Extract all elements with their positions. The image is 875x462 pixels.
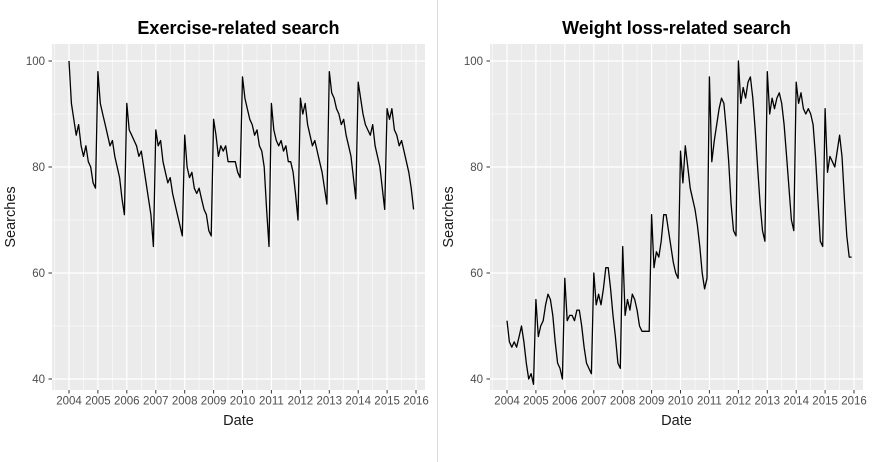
y-tick-label: 80 bbox=[32, 162, 45, 174]
x-tick-label: 2012 bbox=[288, 396, 314, 408]
plot-panel bbox=[490, 44, 863, 390]
y-tick-label: 40 bbox=[32, 374, 45, 386]
chart-title: Weight loss-related search bbox=[562, 18, 791, 38]
exercise-chart: Exercise-related search 40 60 80 100 2004 20… bbox=[0, 0, 437, 462]
x-tick-label: 2015 bbox=[374, 396, 400, 408]
x-tick-labels: 2004 2005 2006 2007 2008 2009 2010 2011 2012 2013… bbox=[56, 396, 429, 408]
x-tick-label: 2004 bbox=[56, 396, 82, 408]
x-tick-label: 2016 bbox=[403, 396, 429, 408]
y-axis-title: Searches bbox=[441, 186, 457, 247]
x-tick-label: 2008 bbox=[610, 396, 636, 408]
series-line bbox=[68, 60, 415, 248]
y-tick-label: 100 bbox=[26, 56, 45, 68]
y-tick-label: 60 bbox=[32, 268, 45, 280]
series-line bbox=[506, 60, 852, 385]
x-tick-label: 2013 bbox=[317, 396, 343, 408]
weight-loss-chart-svg: Weight loss-related search 40 60 80 100 200… bbox=[441, 18, 867, 429]
x-tick-label: 2012 bbox=[726, 396, 752, 408]
x-tick-labels: 2004 2005 2006 2007 2008 2009 2010 2011 2012 2013… bbox=[494, 396, 867, 408]
axis-tick-marks bbox=[48, 60, 417, 394]
y-tick-labels: 40 60 80 100 bbox=[464, 56, 483, 386]
y-axis-title: Searches bbox=[3, 186, 19, 247]
x-tick-label: 2014 bbox=[345, 396, 371, 408]
weight-loss-chart: Weight loss-related search 40 60 80 100 200… bbox=[438, 0, 875, 462]
x-tick-label: 2004 bbox=[494, 396, 520, 408]
x-tick-label: 2005 bbox=[85, 396, 111, 408]
axis-tick-marks bbox=[486, 60, 855, 394]
x-tick-label: 2016 bbox=[841, 396, 867, 408]
x-tick-label: 2013 bbox=[755, 396, 781, 408]
x-tick-label: 2015 bbox=[812, 396, 838, 408]
charts-divider bbox=[437, 0, 438, 462]
x-tick-label: 2011 bbox=[697, 396, 722, 408]
y-tick-label: 80 bbox=[470, 162, 483, 174]
x-tick-label: 2007 bbox=[143, 396, 169, 408]
y-tick-label: 40 bbox=[470, 374, 483, 386]
x-tick-label: 2011 bbox=[259, 396, 284, 408]
x-tick-label: 2008 bbox=[172, 396, 198, 408]
x-tick-label: 2007 bbox=[581, 396, 607, 408]
plot-panel bbox=[52, 44, 425, 390]
x-tick-label: 2009 bbox=[639, 396, 665, 408]
x-axis-title: Date bbox=[223, 413, 254, 429]
y-tick-label: 60 bbox=[470, 268, 483, 280]
x-tick-label: 2006 bbox=[552, 396, 578, 408]
chart-title: Exercise-related search bbox=[137, 18, 339, 38]
x-tick-label: 2010 bbox=[668, 396, 694, 408]
x-axis-title: Date bbox=[661, 413, 692, 429]
gridlines-minor bbox=[52, 44, 425, 390]
x-tick-label: 2006 bbox=[114, 396, 140, 408]
x-tick-label: 2010 bbox=[230, 396, 256, 408]
y-tick-labels: 40 60 80 100 bbox=[26, 56, 45, 386]
x-tick-label: 2009 bbox=[201, 396, 227, 408]
y-tick-label: 100 bbox=[464, 56, 483, 68]
x-tick-label: 2014 bbox=[783, 396, 809, 408]
x-tick-label: 2005 bbox=[523, 396, 549, 408]
